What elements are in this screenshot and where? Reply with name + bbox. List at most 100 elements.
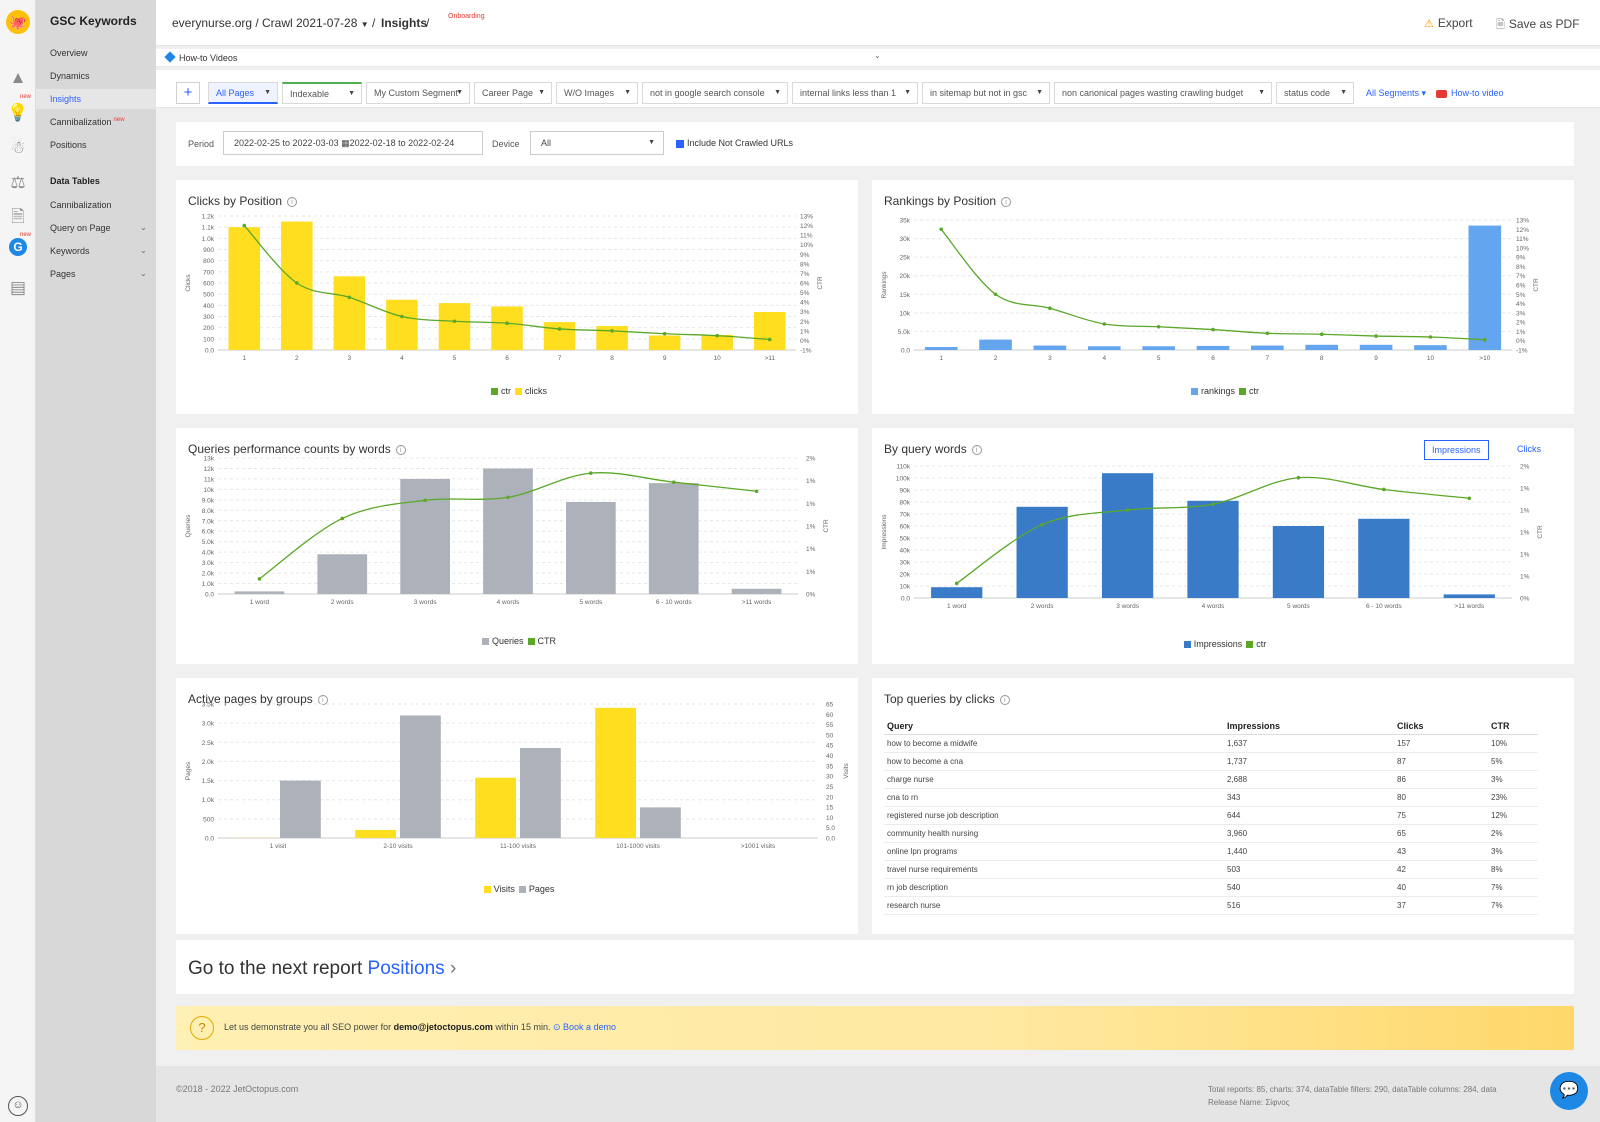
table-row[interactable]: community health nursing 3,960 65 2%	[884, 824, 1538, 843]
segment-not-in-google-search-console[interactable]: not in google search console ▼	[642, 82, 788, 104]
segment-in-sitemap-but-not-in-gsc[interactable]: in sitemap but not in gsc ▼	[922, 82, 1050, 104]
clicks-toggle[interactable]: Clicks	[1517, 444, 1541, 454]
table-row[interactable]: rn job description 540 40 7%	[884, 878, 1538, 897]
x-tick-label: 3 words	[414, 599, 438, 606]
table-row[interactable]: how to become a cna 1,737 87 5%	[884, 752, 1538, 771]
device-select[interactable]: All ▼	[530, 131, 664, 155]
info-icon[interactable]: i	[1001, 196, 1012, 207]
info-icon[interactable]: i	[971, 444, 982, 455]
add-segment-button[interactable]: +	[176, 82, 200, 104]
table-row[interactable]: cna to rn 343 80 23%	[884, 788, 1538, 807]
table-row[interactable]: charge nurse 2,688 86 3%	[884, 770, 1538, 789]
chart-legend: Impressions ctr	[872, 639, 1574, 649]
sidebar-table-pages[interactable]: Pages ⌄	[50, 269, 147, 279]
all-segments-dropdown[interactable]: All Segments ▾	[1366, 88, 1427, 98]
chart-title: By query words	[884, 442, 967, 456]
x-tick-label: 8	[610, 355, 614, 362]
octopus-icon[interactable]: ☃	[10, 138, 26, 157]
caret-down-icon: ▼	[624, 89, 631, 96]
y-tick-label: 25k	[900, 255, 911, 262]
impressions-toggle[interactable]: Impressions	[1424, 440, 1489, 460]
period-input[interactable]: 2022-02-25 to 2022-03-03 ▦2022-02-18 to …	[223, 131, 483, 155]
export-button[interactable]: ⚠ Export	[1424, 16, 1473, 30]
sidebar-table-cannibalization[interactable]: Cannibalization	[50, 200, 112, 210]
bar-rankings	[1033, 345, 1067, 350]
column-header-ctr[interactable]: CTR	[1488, 718, 1538, 735]
segment-all-pages[interactable]: All Pages ▼	[208, 82, 278, 104]
y2-tick-label: 10	[826, 815, 834, 822]
segment-bar: + All Pages ▼ Indexable ▼ My Custom Segment ▼…	[156, 70, 1600, 108]
sidebar-item-overview[interactable]: Overview	[50, 48, 88, 58]
bar-queries	[400, 478, 450, 594]
segment-non-canonical-pages-wasting-crawling-budget[interactable]: non canonical pages wasting crawling bud…	[1054, 82, 1272, 104]
ctr-point	[1211, 502, 1215, 506]
logo-icon[interactable]: 🐙	[6, 10, 30, 34]
warning-icon[interactable]: ▲	[9, 68, 27, 87]
chart-title: Clicks by Position	[188, 194, 283, 208]
include-not-crawled-checkbox[interactable]: Include Not Crawled URLs	[676, 138, 793, 148]
x-tick-label: 1	[242, 355, 246, 362]
sidebar-item-positions[interactable]: Positions	[50, 140, 87, 150]
breadcrumb-site[interactable]: everynurse.org /	[172, 16, 259, 30]
document-icon[interactable]: 🗎	[11, 206, 25, 226]
y2-tick-label: 1%	[806, 546, 816, 553]
table-cell: 8%	[1488, 860, 1538, 879]
segment-career-page[interactable]: Career Page ▼	[474, 82, 552, 104]
table-row[interactable]: research nurse 516 37 7%	[884, 896, 1538, 915]
y2-tick-label: 50	[826, 732, 834, 739]
crawl-selector[interactable]: Crawl 2021-07-28 ▼	[262, 16, 369, 30]
scales-icon[interactable]: ⚖	[10, 173, 26, 192]
howto-videos-bar[interactable]: How-to Videos ⌄	[156, 49, 1600, 67]
save-pdf-button[interactable]: 🗎 Save as PDF	[1496, 17, 1580, 31]
column-header-clicks[interactable]: Clicks	[1394, 718, 1488, 735]
column-header-impressions[interactable]: Impressions	[1224, 718, 1394, 735]
onboarding-link[interactable]: Onboarding	[448, 13, 485, 20]
google-icon[interactable]: G	[9, 238, 27, 256]
x-tick-label: 9	[663, 355, 667, 362]
sidebar-table-keywords[interactable]: Keywords ⌄	[50, 246, 147, 256]
sidebar-item-cannibalization[interactable]: Cannibalization new	[50, 117, 125, 127]
ctr-point	[423, 498, 427, 503]
howto-video-link[interactable]: How-to video	[1436, 88, 1504, 98]
data-tables-heading: Data Tables	[50, 176, 100, 186]
next-report-link[interactable]: Positions	[367, 958, 445, 979]
ctr-point	[662, 331, 667, 336]
table-cell: 23%	[1488, 788, 1538, 807]
table-cell: 7%	[1488, 896, 1538, 915]
sidebar-table-query-on-page[interactable]: Query on Page ⌄	[50, 223, 147, 233]
y-tick-label: 5.0k	[202, 539, 215, 546]
x-tick-label: 2-10 visits	[383, 843, 413, 850]
column-header-query[interactable]: Query	[884, 718, 1224, 735]
segment-w-o-images[interactable]: W/O Images ▼	[556, 82, 638, 104]
segment-status-code[interactable]: status code ▼	[1276, 82, 1354, 104]
segment-my-custom-segment[interactable]: My Custom Segment ▼	[366, 82, 470, 104]
info-icon[interactable]: i	[395, 444, 406, 455]
info-icon[interactable]: i	[999, 694, 1010, 705]
ctr-point	[993, 292, 998, 297]
table-row[interactable]: registered nurse job description 644 75 12%	[884, 806, 1538, 825]
segment-internal-links-less-than-1[interactable]: internal links less than 1 ▼	[792, 82, 918, 104]
user-account-icon[interactable]: ☺	[8, 1096, 28, 1116]
table-cell: online lpn programs	[884, 842, 1224, 861]
bulb-icon[interactable]: 💡	[7, 103, 29, 122]
sidebar-item-insights[interactable]: Insights	[36, 89, 156, 109]
bar-rankings	[1251, 345, 1284, 350]
demo-email[interactable]: demo@jetoctopus.com	[393, 1022, 493, 1032]
table-cell: 1,737	[1224, 752, 1394, 771]
chevron-down-icon[interactable]: ⌄	[874, 51, 881, 60]
table-row[interactable]: how to become a midwife 1,637 157 10%	[884, 734, 1538, 753]
info-icon[interactable]: i	[287, 196, 298, 207]
chat-icon[interactable]: 💬	[1550, 1072, 1588, 1110]
table-icon[interactable]: ▤	[9, 278, 27, 297]
x-tick-label: 5	[453, 355, 457, 362]
ctr-point	[954, 581, 959, 586]
sidebar-item-dynamics[interactable]: Dynamics	[50, 71, 90, 81]
table-row[interactable]: travel nurse requirements 503 42 8%	[884, 860, 1538, 879]
caret-down-icon: ▼	[774, 89, 781, 96]
table-cell: 37	[1394, 896, 1488, 915]
chart-legend: Queries CTR	[176, 636, 858, 646]
table-row[interactable]: online lpn programs 1,440 43 3%	[884, 842, 1538, 861]
book-demo-link[interactable]: ⊙ Book a demo	[552, 1022, 617, 1032]
segment-indexable[interactable]: Indexable ▼	[282, 82, 362, 104]
x-tick-label: 3	[348, 355, 352, 362]
